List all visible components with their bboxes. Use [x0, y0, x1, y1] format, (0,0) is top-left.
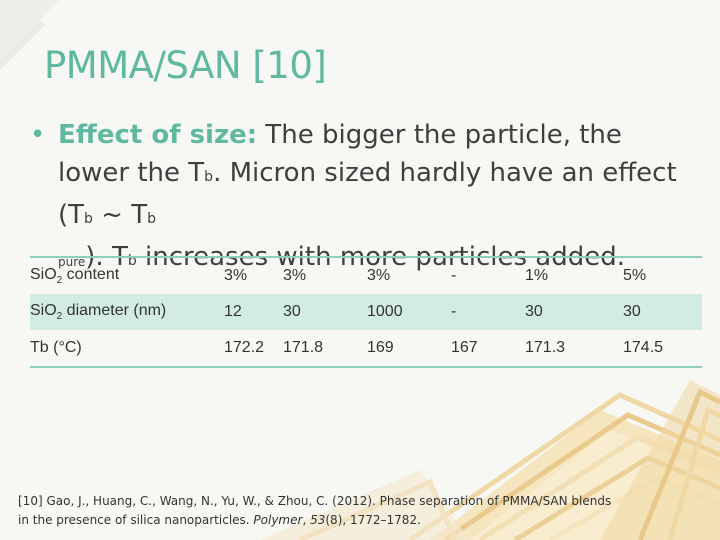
table-cell: 5%: [623, 256, 702, 294]
reference-sep: ,: [302, 513, 311, 527]
subscript-b-2: b: [84, 211, 93, 227]
table-cell: 30: [283, 294, 367, 330]
bullet-part-2: . Micron sized hardly have an effect (T: [58, 158, 677, 230]
table-row: SiO2 diameter (nm) 12 30 1000 - 30 30: [30, 294, 702, 330]
table-cell: -: [451, 294, 525, 330]
reference-text: [10] Gao, J., Huang, C., Wang, N., Yu, W…: [18, 494, 612, 527]
table-cell: 171.8: [283, 330, 367, 368]
table-row: SiO2 content 3% 3% 3% - 1% 5%: [30, 256, 702, 294]
table-cell: 172.2: [224, 330, 283, 368]
bullet-part-3: ~ T: [92, 200, 148, 230]
row-label: SiO2 diameter (nm): [30, 294, 224, 330]
bullet-icon: •: [30, 120, 46, 150]
table-cell: 3%: [224, 256, 283, 294]
deco-top-left: [0, 0, 60, 70]
table-cell: 171.3: [525, 330, 623, 368]
table-cell: 1000: [367, 294, 451, 330]
reference-pages: (8), 1772–1782.: [325, 513, 421, 527]
row-label-main: Tb (°C): [30, 339, 82, 356]
deco-bottom-right-layers: [260, 380, 720, 540]
table-cell: 30: [623, 294, 702, 330]
data-table: SiO2 content 3% 3% 3% - 1% 5% SiO2 diame…: [30, 256, 702, 368]
table-cell: 3%: [367, 256, 451, 294]
table-cell: 169: [367, 330, 451, 368]
row-label-rest: content: [62, 265, 120, 283]
reference-journal: Polymer: [253, 513, 303, 527]
row-label-main: SiO: [30, 301, 57, 319]
bullet-part-1: The bigger the particle, the lower the T: [58, 120, 622, 188]
table-cell: 12: [224, 294, 283, 330]
row-label: SiO2 content: [30, 256, 224, 294]
subscript-b-1: b: [204, 169, 214, 185]
table-cell: 3%: [283, 256, 367, 294]
table-cell: 167: [451, 330, 525, 368]
reference-citation: [10] Gao, J., Huang, C., Wang, N., Yu, W…: [18, 492, 618, 530]
table-cell: 174.5: [623, 330, 702, 368]
table-cell: -: [451, 256, 525, 294]
table-row: Tb (°C) 172.2 171.8 169 167 171.3 174.5: [30, 330, 702, 368]
bullet-lead: Effect of size:: [58, 120, 258, 150]
row-label: Tb (°C): [30, 330, 224, 368]
row-label-main: SiO: [30, 265, 57, 283]
table-cell: 1%: [525, 256, 623, 294]
table-cell: 30: [525, 294, 623, 330]
subscript-b-3: b: [147, 211, 157, 227]
row-label-sub: 2: [56, 311, 63, 323]
reference-volume: 53: [310, 513, 326, 527]
slide-title: PMMA/SAN [10]: [44, 44, 327, 87]
row-label-sub: 2: [56, 275, 63, 287]
row-label-rest: diameter (nm): [62, 301, 167, 319]
